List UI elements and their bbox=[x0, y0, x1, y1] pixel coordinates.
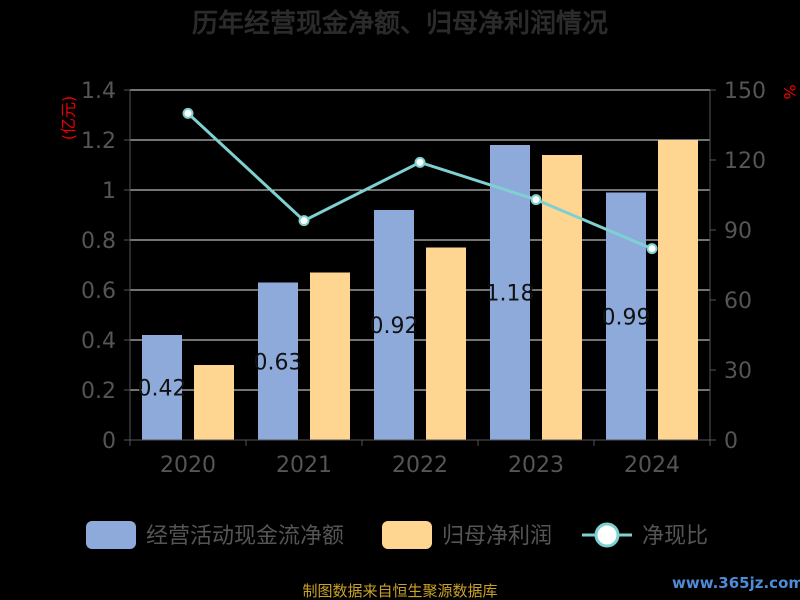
bar-net-profit bbox=[426, 247, 466, 440]
right-tick-label: 150 bbox=[724, 79, 766, 104]
bar-net-profit bbox=[194, 365, 234, 440]
data-label: 0.99 bbox=[602, 305, 651, 330]
left-tick-label: 0.2 bbox=[81, 379, 116, 404]
ratio-point bbox=[182, 107, 194, 119]
legend-label-ratio: 净现比 bbox=[642, 524, 708, 549]
x-tick-label: 2021 bbox=[276, 453, 332, 478]
ratio-point bbox=[414, 156, 426, 168]
watermark: www.365jz.com bbox=[672, 574, 800, 592]
chart-title: 历年经营现金净额、归母净利润情况 bbox=[192, 8, 608, 39]
data-label: 1.18 bbox=[486, 282, 535, 307]
right-axis-unit: % bbox=[780, 84, 799, 99]
ratio-point bbox=[298, 215, 310, 227]
legend-label-net-profit: 归母净利润 bbox=[442, 524, 552, 549]
bar-net-profit bbox=[658, 140, 698, 440]
legend-swatch-operating-cashflow bbox=[86, 521, 136, 549]
legend-label-operating-cashflow: 经营活动现金流净额 bbox=[146, 524, 344, 549]
legend-swatch-net-profit bbox=[382, 521, 432, 549]
data-label: 0.63 bbox=[254, 350, 303, 375]
right-tick-label: 60 bbox=[724, 289, 752, 314]
x-tick-label: 2020 bbox=[160, 453, 216, 478]
bars bbox=[142, 140, 698, 440]
legend-marker-ratio bbox=[594, 522, 620, 548]
x-tick-label: 2024 bbox=[624, 453, 680, 478]
right-tick-label: 30 bbox=[724, 359, 752, 384]
bar-operating-cashflow bbox=[142, 335, 182, 440]
data-label: 0.42 bbox=[138, 377, 187, 402]
right-tick-label: 120 bbox=[724, 149, 766, 174]
legend: 经营活动现金流净额 归母净利润 净现比 bbox=[86, 521, 708, 549]
left-tick-label: 0.8 bbox=[81, 229, 116, 254]
left-tick-label: 0.4 bbox=[81, 329, 116, 354]
x-tick-label: 2022 bbox=[392, 453, 448, 478]
right-tick-label: 0 bbox=[724, 429, 738, 454]
left-tick-label: 1.4 bbox=[81, 79, 116, 104]
bar-net-profit bbox=[542, 155, 582, 440]
ratio-point bbox=[530, 194, 542, 206]
axes: 0 0.2 0.4 0.6 0.8 1 1.2 1.4 0 30 60 90 120 150 2020 202… bbox=[81, 79, 766, 478]
data-label: 0.92 bbox=[370, 314, 419, 339]
left-tick-label: 1.2 bbox=[81, 129, 116, 154]
left-tick-label: 0 bbox=[102, 429, 116, 454]
bar-operating-cashflow bbox=[606, 192, 646, 440]
ratio-point bbox=[646, 243, 658, 255]
left-tick-label: 0.6 bbox=[81, 279, 116, 304]
left-tick-label: 1 bbox=[102, 179, 116, 204]
source-footer: 制图数据来自恒生聚源数据库 bbox=[302, 582, 497, 600]
bar-operating-cashflow bbox=[258, 282, 298, 440]
bar-net-profit bbox=[310, 272, 350, 440]
ratio-line-path bbox=[186, 112, 653, 251]
left-axis-unit: (亿元) bbox=[59, 96, 78, 141]
right-tick-label: 90 bbox=[724, 219, 752, 244]
x-tick-label: 2023 bbox=[508, 453, 564, 478]
ratio-line bbox=[182, 107, 658, 255]
data-labels: 0.42 0.63 0.92 1.18 0.99 bbox=[138, 282, 651, 402]
bar-operating-cashflow bbox=[374, 210, 414, 440]
